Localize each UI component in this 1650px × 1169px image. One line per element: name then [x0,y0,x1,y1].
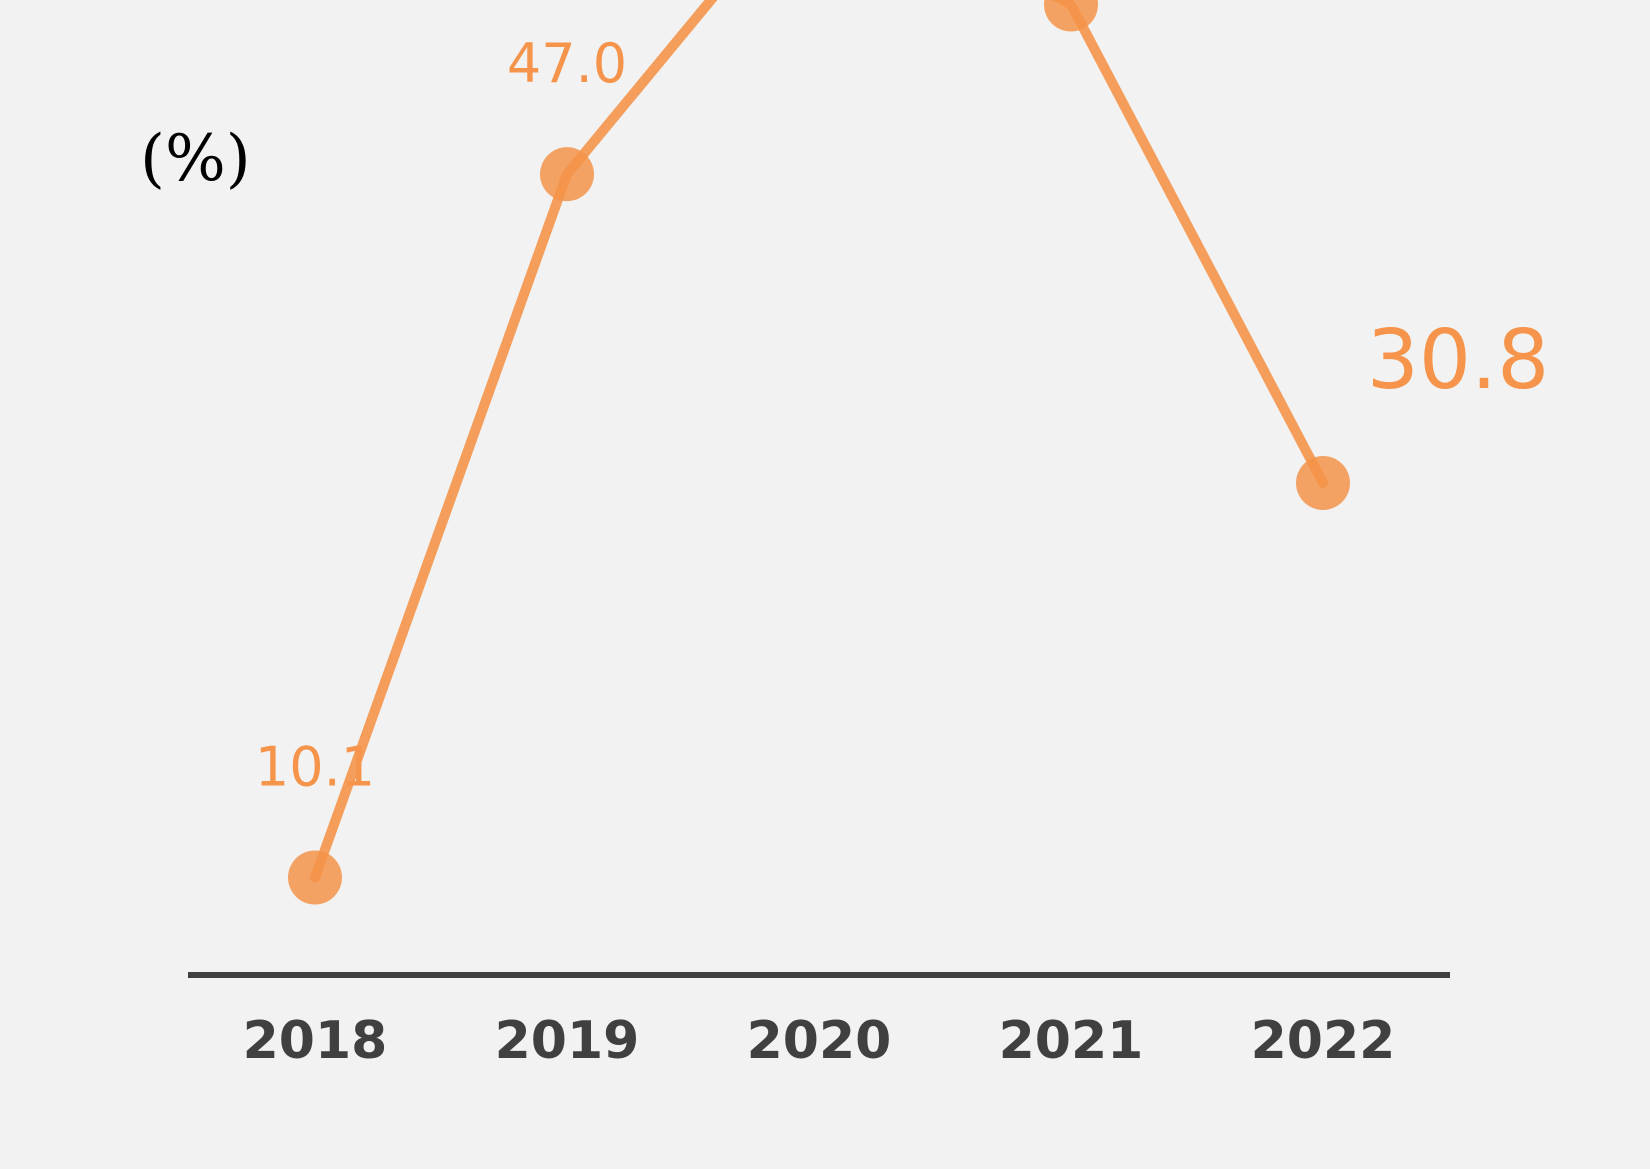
data-point [1044,0,1098,32]
x-tick-labels: 2018 2019 2020 2021 2022 [243,1011,1396,1071]
data-labels: 10.147.063.055.930.8 [255,32,1550,798]
x-tick-label: 2020 [747,1011,892,1071]
series-layer [288,0,1350,905]
data-point [1296,455,1350,510]
x-tick-label: 2018 [243,1011,388,1071]
data-point [288,850,342,905]
x-tick-label: 2021 [999,1011,1144,1071]
y-axis-unit-label: (%) [140,122,251,196]
data-point [540,147,594,202]
x-tick-label: 2019 [495,1011,640,1071]
data-label: 10.1 [255,735,375,798]
data-label: 30.8 [1367,313,1550,408]
data-label: 47.0 [507,32,627,95]
series-line [310,0,1328,883]
x-tick-label: 2022 [1251,1011,1396,1071]
